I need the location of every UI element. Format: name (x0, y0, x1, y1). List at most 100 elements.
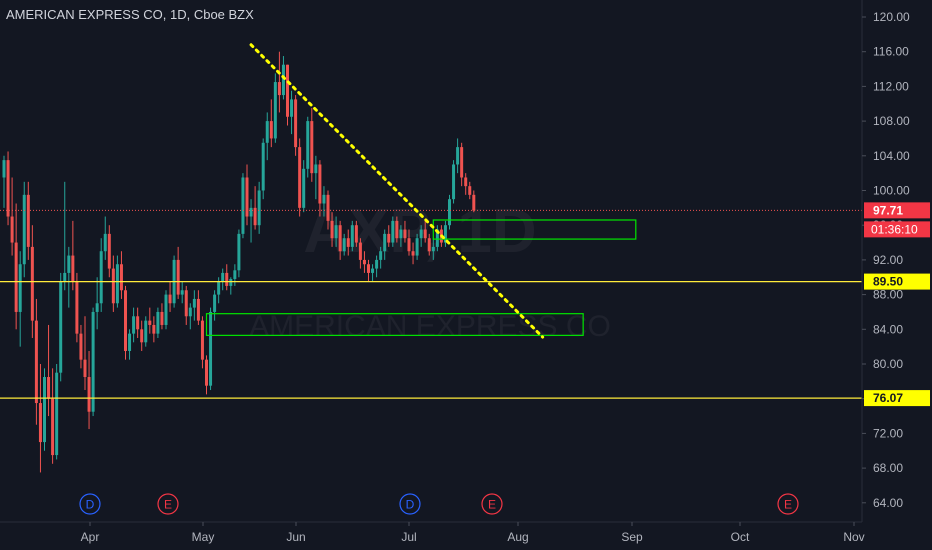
candle-body (59, 281, 63, 373)
candle-body (391, 220, 395, 243)
candle-body (379, 251, 383, 260)
candle-body (342, 238, 346, 252)
candle-body (245, 177, 249, 217)
candle-body (140, 329, 144, 343)
time-tick-label: May (192, 530, 215, 544)
candle-body (67, 255, 71, 273)
candle-body (286, 64, 289, 117)
event-label: E (488, 498, 496, 512)
candle-body (456, 147, 460, 165)
candle-body (281, 64, 285, 96)
price-tick-label: 80.00 (873, 357, 903, 371)
candle-body (314, 164, 318, 174)
candle-body (419, 229, 423, 239)
candle-body (407, 238, 411, 252)
event-label: D (406, 498, 415, 512)
candle-body (273, 82, 277, 139)
price-tick-label: 112.00 (873, 79, 909, 93)
candle-body (395, 220, 399, 239)
time-tick-label: Nov (843, 530, 864, 544)
candle-body (115, 264, 119, 304)
event-circle (777, 493, 799, 515)
candle-body (253, 207, 257, 226)
candle-body (148, 320, 152, 325)
candle-body (411, 251, 415, 256)
price-tick-label: 72.00 (873, 426, 903, 440)
zone-rectangle (205, 313, 584, 336)
candle-body (269, 121, 273, 139)
candle-body (464, 177, 468, 187)
candle-body (310, 121, 314, 174)
watermark-name: AMERICAN EXPRESS CO (249, 310, 611, 343)
price-tick-label: 120.00 (873, 10, 910, 24)
candle-body (326, 194, 330, 221)
support-price-label-bg (864, 390, 930, 407)
candle-body (99, 251, 103, 304)
candle-body (200, 320, 204, 360)
candle-body (168, 294, 172, 304)
candle-body (277, 82, 281, 96)
time-tick-label: Apr (81, 530, 100, 544)
candle-body (387, 233, 391, 243)
event-label: E (784, 498, 792, 512)
candle-body (249, 207, 253, 217)
time-tick-label: Oct (731, 530, 750, 544)
candle-body (103, 233, 107, 252)
support-price-label: 76.07 (873, 391, 903, 405)
candle-body (184, 290, 188, 317)
candle-body (221, 272, 225, 282)
trendline (249, 43, 545, 339)
price-tick-label: 100.00 (873, 184, 910, 198)
earnings-marker[interactable]: E (157, 493, 179, 515)
candle-body (318, 164, 322, 204)
candle-body (71, 255, 75, 282)
support-price-label: 89.50 (873, 275, 903, 289)
candle-body (10, 216, 14, 243)
earnings-marker[interactable]: E (777, 493, 799, 515)
candle-body (34, 320, 38, 404)
candle-body (225, 272, 229, 286)
candle-body (164, 294, 168, 325)
candle-body (375, 259, 379, 269)
candle-body (79, 333, 83, 360)
countdown-label-bg (864, 221, 930, 238)
candle-body (75, 281, 79, 334)
candle-body (188, 307, 192, 317)
candle-body (30, 246, 34, 321)
candle-body (91, 311, 95, 412)
price-tick-label: 84.00 (873, 322, 903, 336)
candle-body (156, 311, 160, 334)
last-price-label: 97.71 (873, 203, 903, 217)
event-circle (79, 493, 101, 515)
candle-body (443, 225, 447, 243)
candle-body (43, 377, 46, 443)
earnings-marker[interactable]: E (481, 493, 503, 515)
candle-body (213, 294, 217, 312)
candle-body (209, 311, 213, 386)
candle-body (132, 316, 136, 334)
candle-body (107, 233, 111, 269)
dividend-marker[interactable]: D (79, 493, 101, 515)
time-tick-label: Jun (286, 530, 305, 544)
candle-body (322, 194, 326, 204)
candle-body (261, 142, 265, 191)
candle-body (51, 398, 55, 456)
candle-body (265, 121, 269, 143)
countdown-label: 01:36:10 (871, 222, 918, 236)
candle-body (346, 238, 350, 247)
time-tick-label: Aug (507, 530, 528, 544)
candle-body (431, 246, 435, 252)
candle-body (354, 225, 358, 243)
price-tick-label: 104.00 (873, 149, 910, 163)
time-tick-label: Sep (621, 530, 643, 544)
dividend-marker[interactable]: D (399, 493, 421, 515)
candle-body (152, 324, 156, 334)
event-circle (481, 493, 503, 515)
candle-body (6, 160, 10, 217)
zone-rectangle (432, 219, 637, 240)
candle-body (330, 220, 334, 239)
candle-body (18, 264, 22, 312)
candle-body (22, 194, 26, 265)
candle-body (452, 164, 456, 200)
